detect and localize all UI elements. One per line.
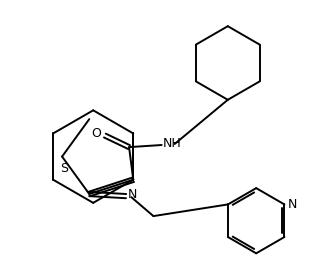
Text: S: S bbox=[60, 162, 68, 175]
Text: N: N bbox=[288, 198, 298, 211]
Text: NH: NH bbox=[163, 137, 181, 150]
Text: O: O bbox=[91, 127, 101, 140]
Text: N: N bbox=[128, 187, 137, 200]
